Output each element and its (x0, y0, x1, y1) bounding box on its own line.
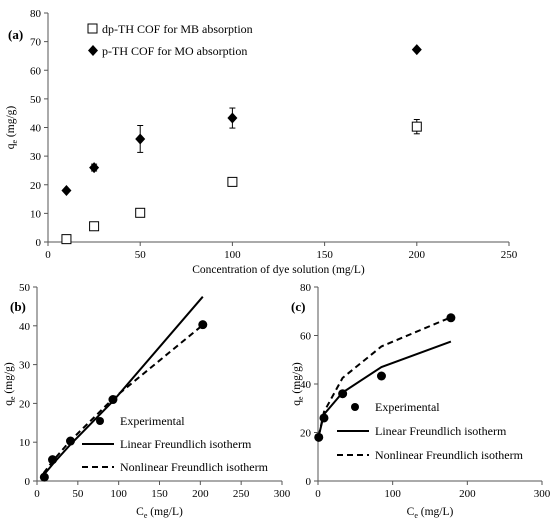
series-dashed (317, 316, 452, 437)
x-tick-label: 0 (315, 488, 321, 500)
data-point-diamond (89, 162, 100, 174)
x-tick-label: 250 (501, 249, 518, 261)
panel-label: (c) (291, 299, 305, 314)
y-tick-label: 80 (300, 282, 312, 294)
chart-panel-b: 0 50 100 150 200 250 300 0 10 20 30 40 50 (b) Ce (mg/L… (3, 282, 291, 520)
x-tick-label: 300 (534, 488, 550, 500)
legend-square-marker (87, 23, 98, 34)
legend-label: Linear Freundlich isotherm (120, 437, 252, 451)
y-tick-label: 40 (300, 379, 312, 391)
x-tick-label: 200 (409, 249, 426, 261)
y-axis-title: qe (mg/g) (291, 362, 305, 406)
series-solid (317, 340, 452, 437)
y-tick-label: 50 (30, 94, 42, 106)
legend-label: dp-TH COF for MB absorption (102, 22, 253, 36)
y-tick-label: 30 (19, 360, 31, 372)
series-filled-circle (314, 313, 456, 442)
data-point-square (135, 207, 146, 218)
legend-circle-marker (351, 403, 359, 411)
series-filled-diamond (61, 44, 422, 196)
data-point-square (89, 221, 100, 232)
y-tick-label: 20 (19, 398, 31, 410)
x-tick-label: 150 (316, 249, 333, 261)
panel-label: (a) (8, 27, 23, 42)
x-tick-label: 150 (151, 488, 168, 500)
legend-label: p-TH COF for MO absorption (102, 44, 247, 58)
x-tick-label: 100 (224, 249, 241, 261)
y-tick-label: 70 (30, 37, 42, 49)
panel-label: (b) (10, 299, 26, 314)
x-axis-title: Ce (mg/L) (407, 506, 454, 520)
y-tick-label: 10 (30, 208, 42, 220)
chart-panel-a: 0 50 100 150 200 250 0 10 20 30 40 50 60 70 80 (a) Conce… (5, 8, 518, 276)
legend-circle-marker (96, 417, 104, 425)
series-open-square (61, 118, 422, 245)
y-tick-label: 0 (36, 237, 42, 249)
chart-panel-c: 0 100 200 300 0 20 40 60 80 (c) Ce (mg/L) qe (mg/g)… (291, 282, 550, 520)
data-point-circle (314, 432, 324, 442)
x-tick-label: 200 (459, 488, 476, 500)
y-tick-label: 40 (19, 321, 31, 333)
series-filled-circle (39, 320, 208, 482)
y-tick-label: 60 (300, 331, 312, 343)
y-tick-label: 40 (30, 123, 42, 135)
nonlinear-fit-line (42, 324, 204, 474)
data-point-square (411, 121, 422, 132)
y-tick-label: 0 (25, 476, 31, 488)
y-tick-label: 10 (19, 437, 31, 449)
data-point-diamond (227, 112, 238, 124)
legend-label: Experimental (120, 414, 185, 428)
legend-label: Nonlinear Freundlich isotherm (120, 460, 269, 474)
series-dashed (42, 324, 204, 474)
data-point-square (227, 176, 238, 187)
legend-label: Experimental (375, 400, 440, 414)
data-point-circle (39, 472, 49, 482)
x-tick-label: 0 (34, 488, 40, 500)
series-solid (42, 296, 204, 476)
data-point-square (61, 234, 72, 245)
data-point-diamond (135, 133, 146, 145)
legend-diamond-marker (88, 45, 98, 56)
x-tick-label: 50 (72, 488, 84, 500)
y-tick-label: 50 (19, 282, 31, 294)
data-point-circle (376, 371, 386, 381)
x-tick-label: 250 (233, 488, 250, 500)
y-tick-label: 60 (30, 65, 42, 77)
y-tick-label: 30 (30, 151, 42, 163)
x-axis-title: Ce (mg/L) (136, 506, 183, 520)
x-axis-title: Concentration of dye solution (mg/L) (192, 264, 365, 276)
linear-fit-line (317, 340, 452, 437)
data-point-diamond (61, 184, 72, 196)
y-tick-label: 80 (30, 8, 42, 20)
x-tick-label: 100 (384, 488, 401, 500)
data-point-diamond (411, 44, 422, 56)
nonlinear-fit-line (317, 316, 452, 437)
y-axis-title: qe (mg/g) (5, 106, 19, 150)
y-axis-title: qe (mg/g) (3, 362, 17, 406)
legend-label: Linear Freundlich isotherm (375, 424, 507, 438)
x-tick-label: 0 (45, 249, 51, 261)
y-tick-label: 0 (306, 476, 312, 488)
data-point-circle (446, 313, 456, 323)
x-tick-label: 200 (192, 488, 209, 500)
x-tick-label: 300 (274, 488, 291, 500)
x-tick-label: 50 (135, 249, 147, 261)
y-tick-label: 20 (30, 180, 42, 192)
legend-label: Nonlinear Freundlich isotherm (375, 448, 524, 462)
x-tick-label: 100 (110, 488, 127, 500)
y-tick-label: 20 (300, 428, 312, 440)
linear-fit-line (42, 296, 204, 476)
